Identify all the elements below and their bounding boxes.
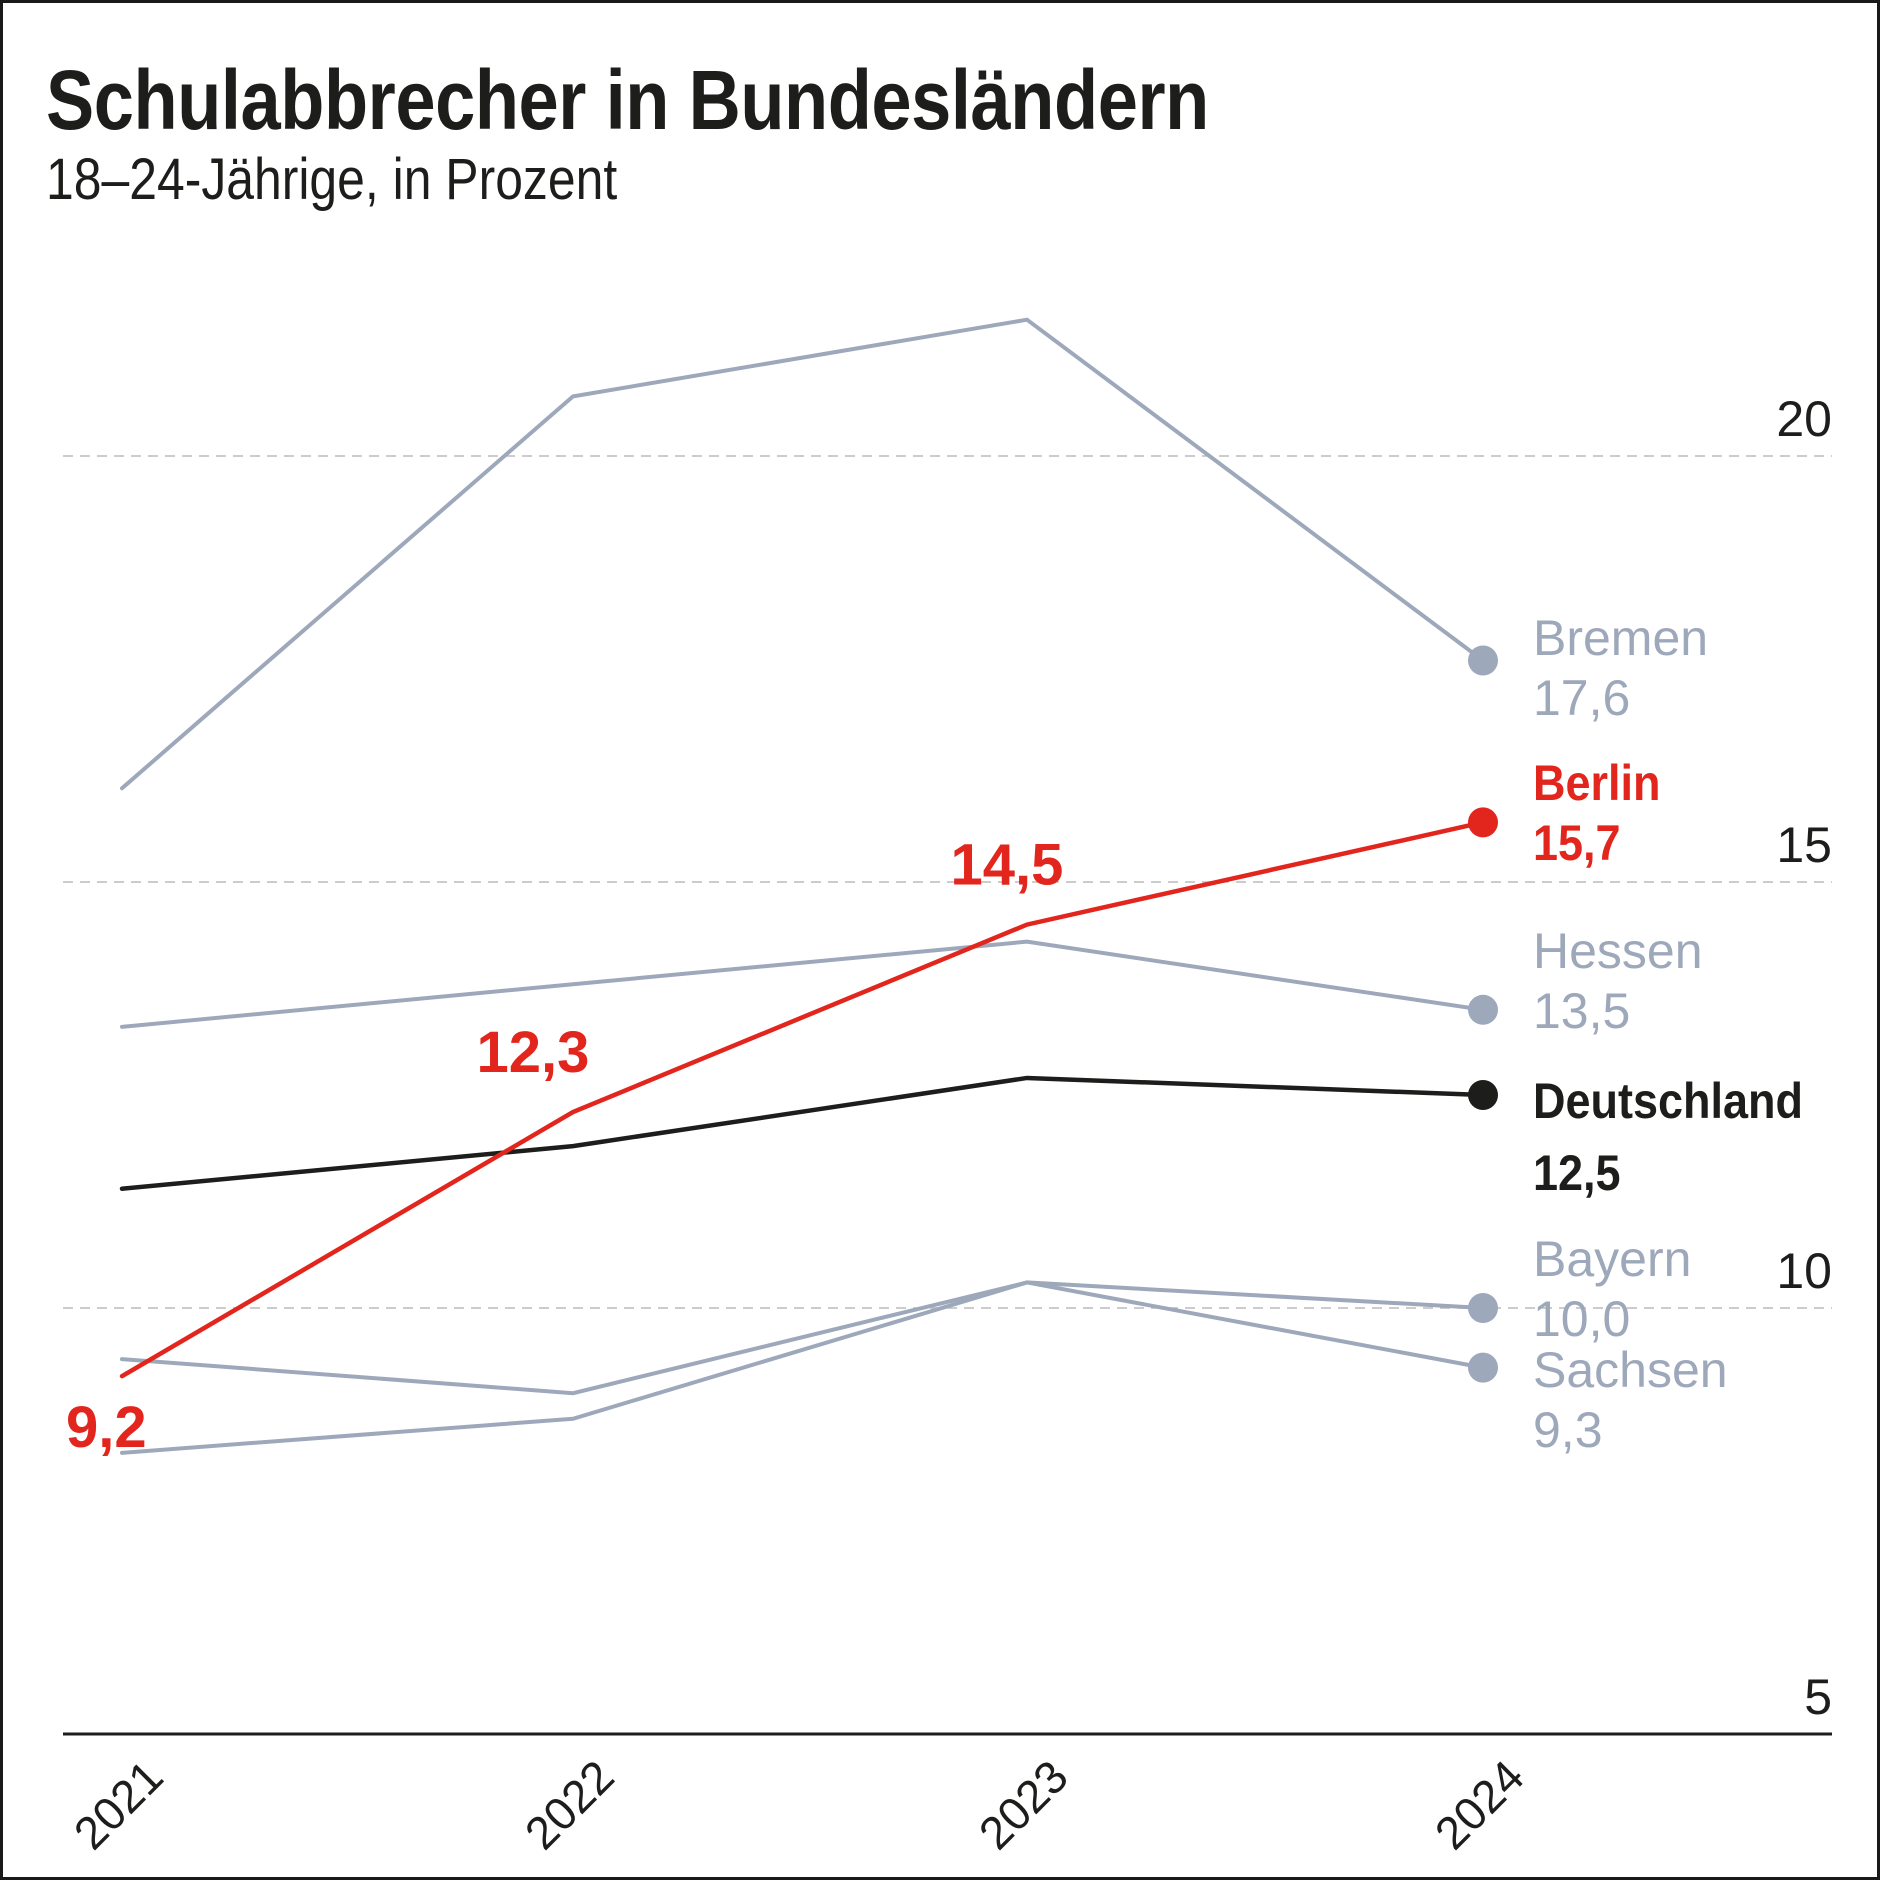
end-point-deutschland (1468, 1080, 1498, 1110)
y-tick-label-15: 15 (1776, 817, 1832, 873)
x-tick-label-2024: 2024 (1425, 1750, 1534, 1859)
end-label-value-hessen: 13,5 (1533, 983, 1630, 1039)
end-label-value-bayern: 10,0 (1533, 1291, 1630, 1347)
series-line-bremen (120, 317, 1485, 791)
y-tick-label-5: 5 (1804, 1669, 1832, 1725)
x-tick-label-2023: 2023 (969, 1750, 1078, 1859)
berlin-point-label-2022: 12,3 (477, 1020, 590, 1085)
end-label-name-deutschland: Deutschland (1533, 1074, 1803, 1130)
grid-layer: 5 10 15 20 (63, 391, 1832, 1725)
series-line-bayern (120, 1280, 1485, 1396)
end-label-value-sachsen: 9,3 (1533, 1402, 1603, 1458)
series-line-berlin (119, 820, 1486, 1379)
berlin-point-label-2021: 9,2 (66, 1395, 147, 1460)
end-point-bremen (1468, 645, 1498, 676)
chart-title: Schulabbrecher in Bundesländern (46, 53, 1209, 147)
end-label-value-berlin: 15,7 (1533, 816, 1621, 872)
berlin-point-label-2023: 14,5 (951, 833, 1064, 898)
end-label-value-bremen: 17,6 (1533, 670, 1630, 726)
x-axis: 2021 2022 2023 2024 (63, 1732, 1832, 1859)
end-label-value-deutschland: 12,5 (1533, 1146, 1621, 1202)
end-label-name-bremen: Bremen (1533, 610, 1708, 666)
x-tick-label-2021: 2021 (64, 1750, 173, 1859)
end-point-sachsen (1468, 1352, 1498, 1383)
series-layer (119, 317, 1498, 1455)
end-point-bayern (1468, 1293, 1498, 1323)
end-label-name-bayern: Bayern (1533, 1231, 1691, 1287)
x-tick-label-2022: 2022 (515, 1750, 624, 1859)
series-line-hessen (120, 939, 1485, 1029)
end-label-name-berlin: Berlin (1533, 756, 1660, 812)
end-label-name-hessen: Hessen (1533, 923, 1703, 979)
y-tick-label-20: 20 (1776, 391, 1832, 447)
y-tick-label-10: 10 (1776, 1243, 1832, 1299)
end-point-hessen (1468, 994, 1498, 1025)
series-line-sachsen (120, 1280, 1485, 1455)
series-line-deutschland (119, 1075, 1486, 1191)
end-label-name-sachsen: Sachsen (1533, 1342, 1728, 1398)
chart-subtitle: 18–24-Jährige, in Prozent (46, 147, 618, 212)
end-point-berlin (1468, 807, 1498, 838)
